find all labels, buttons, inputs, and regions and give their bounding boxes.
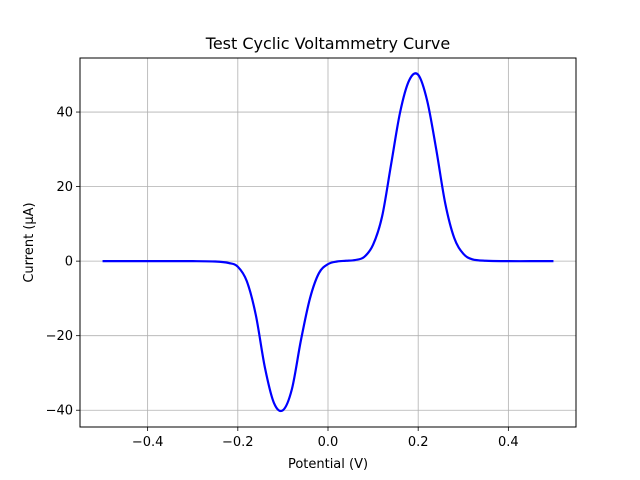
x-tick-label: −0.2 bbox=[222, 435, 254, 450]
y-tick-label: −20 bbox=[46, 329, 73, 344]
x-tick-label: 0.2 bbox=[408, 435, 429, 450]
y-tick-label: 40 bbox=[56, 106, 73, 121]
x-tick-label: 0.4 bbox=[498, 435, 519, 450]
ticks: −0.4 −0.2 0.0 0.2 0.4 −40 −20 0 20 40 bbox=[46, 106, 519, 450]
x-tick-label: −0.4 bbox=[132, 435, 164, 450]
y-tick-label: 20 bbox=[56, 180, 73, 195]
y-tick-label: −40 bbox=[46, 404, 73, 419]
y-tick-label: 0 bbox=[65, 255, 73, 270]
grid bbox=[80, 58, 576, 427]
series-line bbox=[102, 72, 554, 413]
series-layer bbox=[102, 72, 554, 413]
x-tick-label: 0.0 bbox=[318, 435, 339, 450]
chart-title: Test Cyclic Voltammetry Curve bbox=[205, 34, 450, 53]
x-axis-label: Potential (V) bbox=[288, 457, 368, 472]
y-axis-label: Current (µA) bbox=[22, 202, 37, 282]
